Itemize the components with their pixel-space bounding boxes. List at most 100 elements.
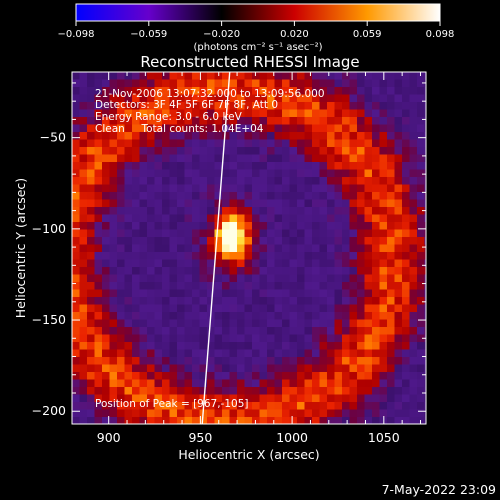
heatmap-cell [349,409,358,418]
heatmap-cell [289,289,298,298]
heatmap-cell [417,154,425,163]
heatmap-cell [132,387,140,395]
heatmap-cell [267,184,275,193]
heatmap-cell [162,244,170,253]
heatmap-cell [252,94,260,103]
heatmap-cell [94,289,103,298]
heatmap-cell [417,207,425,215]
heatmap-cell [139,184,148,193]
heatmap-cell [214,229,223,238]
heatmap-cell [132,177,140,185]
heatmap-cell [177,387,185,395]
heatmap-cell [394,319,403,328]
heatmap-cell [267,274,275,283]
heatmap-cell [222,252,230,260]
heatmap-cell [252,169,260,178]
heatmap-cell [304,349,313,358]
heatmap-cell [394,267,403,275]
heatmap-cell [297,139,305,148]
heatmap-cell [297,289,305,298]
heatmap-cell [387,297,395,305]
heatmap-cell [79,327,88,335]
heatmap-cell [334,417,343,424]
heatmap-cell [147,282,155,290]
heatmap-cell [184,267,193,275]
heatmap-cell [409,154,418,163]
heatmap-cell [94,169,103,178]
heatmap-cell [222,364,230,373]
heatmap-cell [252,207,260,215]
heatmap-cell [214,154,223,163]
heatmap-cell [207,357,215,365]
heatmap-cell [402,237,410,245]
heatmap-cell [207,327,215,335]
heatmap-cell [94,162,103,170]
heatmap-cell [282,199,290,208]
heatmap-cell [199,372,208,380]
heatmap-cell [312,319,320,328]
heatmap-cell [192,192,200,200]
heatmap-cell [417,297,425,305]
heatmap-cell [349,289,358,298]
heatmap-cell [252,274,260,283]
heatmap-cell [207,417,215,424]
heatmap-cell [297,237,305,245]
heatmap-cell [357,372,365,380]
heatmap-cell [267,199,275,208]
heatmap-cell [162,394,170,403]
heatmap-cell [274,207,283,215]
heatmap-cell [94,387,103,395]
heatmap-cell [87,297,95,305]
heatmap-cell [387,207,395,215]
heatmap-cell [357,327,365,335]
heatmap-cell [177,117,185,125]
heatmap-cell [147,139,155,148]
heatmap-cell [169,139,178,148]
heatmap-cell [117,312,125,320]
heatmap-cell [424,402,426,410]
heatmap-cell [109,244,118,253]
heatmap-cell [252,162,260,170]
heatmap-cell [349,109,358,118]
heatmap-cell [79,132,88,140]
heatmap-cell [237,274,245,283]
heatmap-cell [312,267,320,275]
heatmap-cell [364,409,373,418]
heatmap-cell [259,379,268,388]
heatmap-cell [319,319,328,328]
heatmap-cell [102,297,110,305]
heatmap-cell [312,169,320,178]
heatmap-cell [222,267,230,275]
heatmap-cell [409,192,418,200]
heatmap-cell [372,117,380,125]
heatmap-cell [177,297,185,305]
heatmap-cell [79,139,88,148]
heatmap-cell [402,297,410,305]
heatmap-cell [312,349,320,358]
heatmap-cell [177,154,185,163]
heatmap-cell [229,199,238,208]
heatmap-cell [342,409,350,418]
heatmap-cell [244,72,253,80]
heatmap-cell [162,342,170,350]
heatmap-cell [139,259,148,268]
heatmap-cell [334,394,343,403]
heatmap-cell [244,94,253,103]
heatmap-cell [154,364,163,373]
heatmap-cell [252,102,260,110]
heatmap-cell [424,244,426,253]
heatmap-cell [102,72,110,80]
heatmap-cell [124,394,133,403]
heatmap-cell [244,199,253,208]
heatmap-cell [162,379,170,388]
heatmap-cell [319,334,328,343]
heatmap-cell [289,162,298,170]
heatmap-cell [124,364,133,373]
heatmap-cell [214,169,223,178]
heatmap-cell [387,147,395,155]
heatmap-cell [409,364,418,373]
heatmap-cell [334,147,343,155]
heatmap-cell [402,192,410,200]
heatmap-cell [199,124,208,133]
heatmap-cell [177,214,185,223]
